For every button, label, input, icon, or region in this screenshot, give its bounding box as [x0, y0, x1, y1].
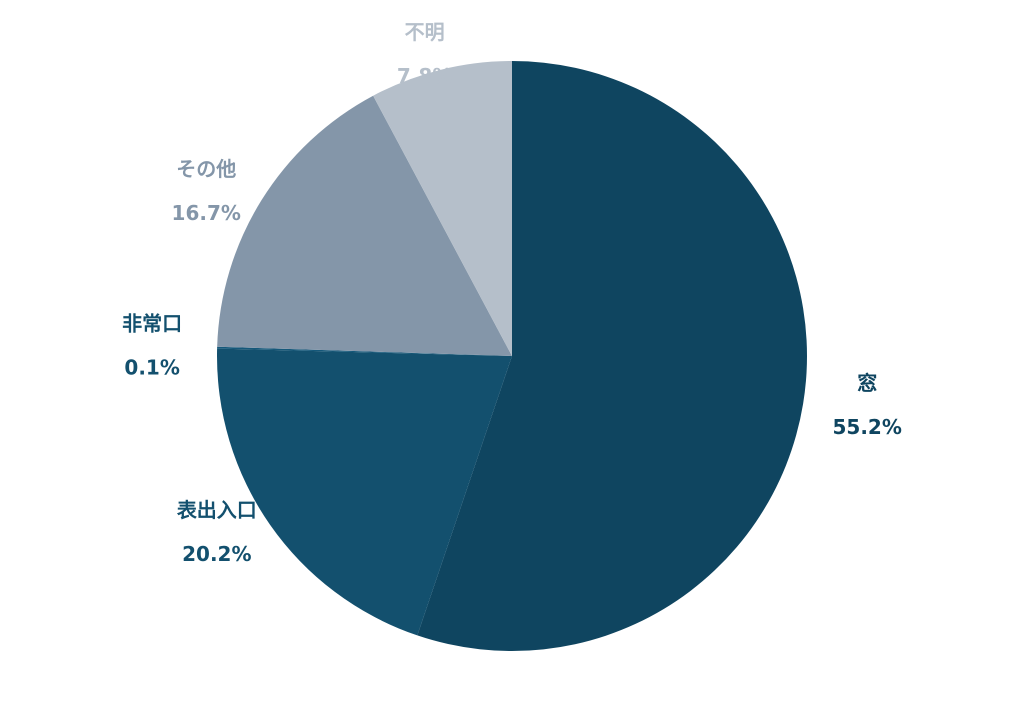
pie-slice: [217, 346, 512, 356]
slice-label: その他: [176, 157, 236, 181]
value-label: 20.2%: [182, 542, 251, 566]
value-label: 0.1%: [124, 356, 179, 380]
value-label: 55.2%: [833, 415, 902, 439]
slice-label: 非常口: [122, 312, 182, 336]
pie-slice: [417, 61, 808, 651]
value-label: 16.7%: [172, 201, 241, 225]
slice-label: 表出入口: [177, 498, 257, 522]
slice-label: 不明: [405, 20, 445, 44]
pie-slice: [373, 61, 512, 356]
value-label: 7.8%: [397, 64, 452, 88]
pie-slice: [217, 348, 513, 636]
slice-label: 窓: [857, 371, 877, 395]
pie-slice: [217, 95, 512, 356]
